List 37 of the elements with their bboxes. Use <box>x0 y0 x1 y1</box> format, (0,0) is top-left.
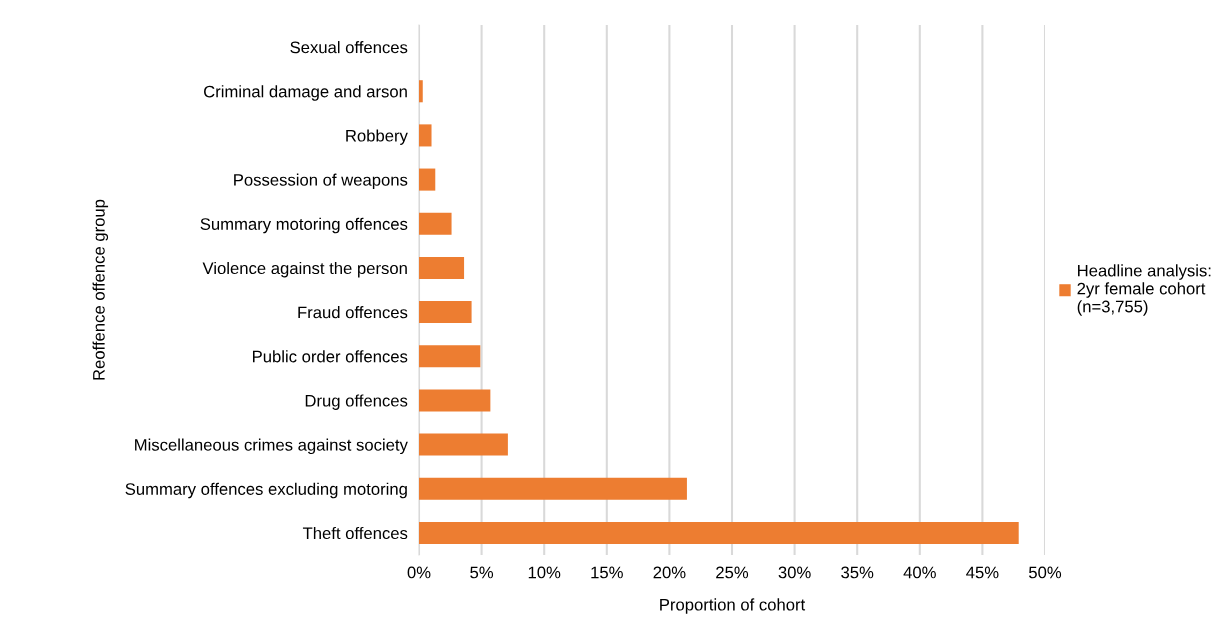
bar <box>419 477 687 500</box>
x-tick-label: 15% <box>591 566 623 579</box>
y-axis-title: Reoffence offence group <box>92 199 109 380</box>
bar <box>419 124 432 147</box>
x-tick-label: 45% <box>966 566 999 579</box>
x-tick-label: 30% <box>778 566 811 579</box>
legend-label: Headline analysis: 2yr female cohort (n=3,755) <box>1077 264 1211 316</box>
bar <box>419 301 472 324</box>
x-tick-label: 0% <box>407 566 431 579</box>
y-tick-label: Summary offences excluding motoring <box>125 482 407 499</box>
y-tick-label: Robbery <box>346 129 408 145</box>
x-tick-label: 10% <box>528 566 561 579</box>
y-tick-label: Public order offences <box>252 350 408 363</box>
x-tick-label: 20% <box>653 566 686 579</box>
y-tick-label: Drug offences <box>305 394 408 410</box>
bar <box>419 80 423 103</box>
y-tick-label: Miscellaneous crimes against society <box>135 438 408 455</box>
y-tick-label: Fraud offences <box>298 306 408 319</box>
bar <box>419 521 1019 544</box>
x-tick-label: 40% <box>903 566 936 579</box>
x-tick-label: 5% <box>470 566 494 579</box>
bar <box>419 256 465 279</box>
bar <box>419 345 481 368</box>
x-axis-title: Proportion of cohort <box>660 598 806 614</box>
y-tick-label: Sexual offences <box>290 41 408 54</box>
y-tick-label: Theft offences <box>302 526 408 540</box>
x-tick-label: 50% <box>1028 566 1062 579</box>
y-tick-label: Possession of weapons <box>234 173 408 190</box>
bar <box>419 433 508 456</box>
y-tick-label: Criminal damage and arson <box>204 85 407 101</box>
bar <box>419 168 436 191</box>
x-tick-label: 25% <box>716 566 749 579</box>
y-tick-label: Violence against the person <box>202 261 407 278</box>
bar <box>419 389 491 412</box>
y-tick-label: Summary motoring offences <box>200 217 408 234</box>
x-tick-label: 35% <box>841 566 874 579</box>
bar <box>419 212 452 235</box>
